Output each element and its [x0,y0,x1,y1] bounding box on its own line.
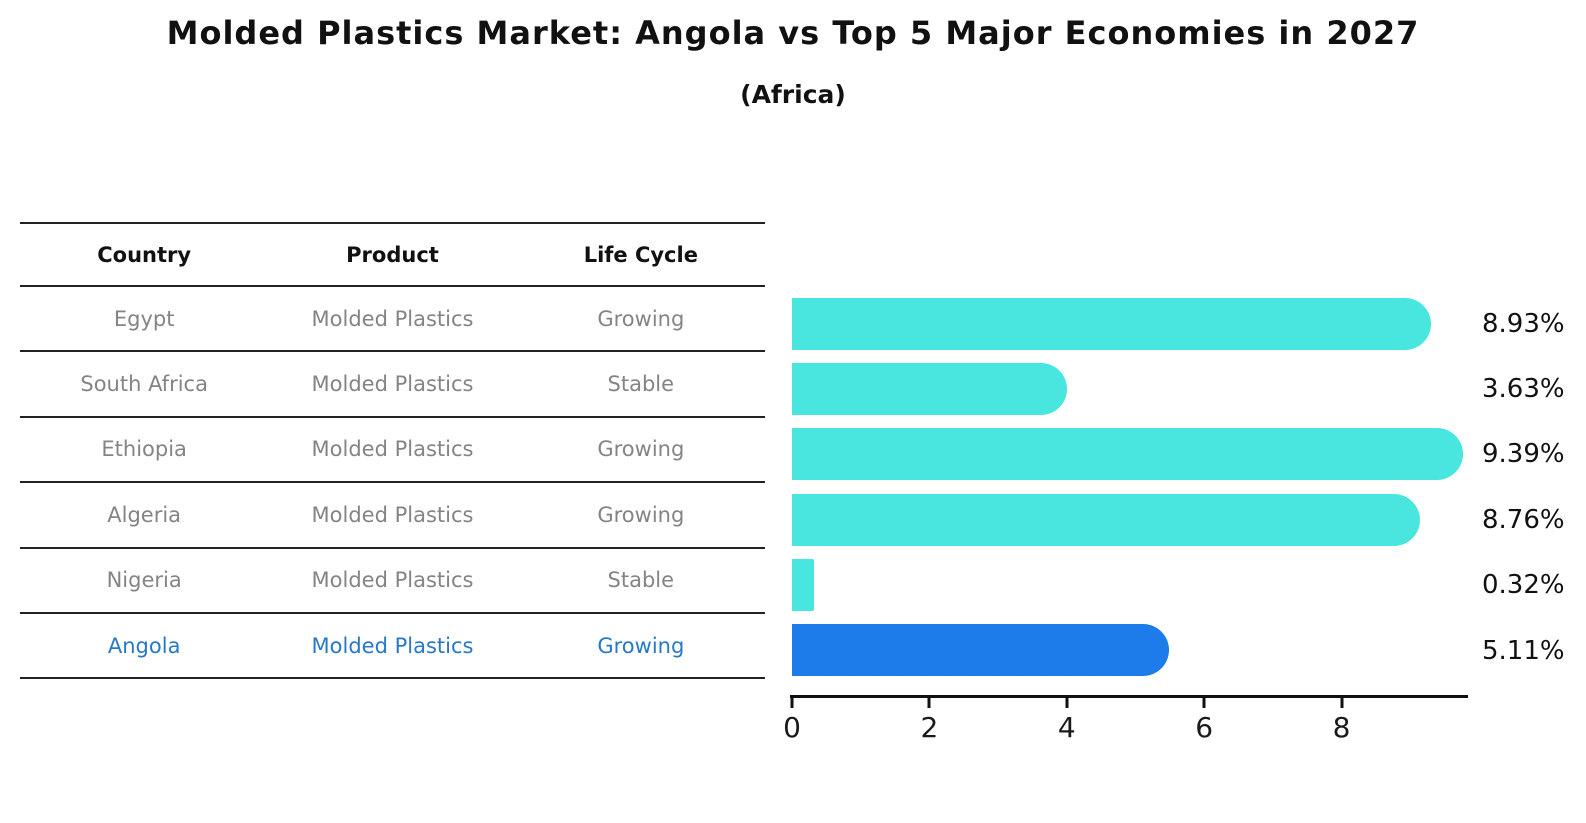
bar-value-label: 5.11% [1482,635,1565,666]
bar-row: 0.32% [792,553,1565,618]
table-cell: Molded Plastics [311,372,474,397]
axis-tick-label: 6 [1195,711,1214,744]
axis-tick [1202,698,1206,708]
table-row: Nigeria Molded Plastics Stable [20,549,765,614]
bar-value-label: 3.63% [1482,374,1565,405]
table-row: South Africa Molded Plastics Stable [20,352,765,418]
page-subtitle: (Africa) [740,80,846,109]
axis-tick [1065,698,1069,708]
table-cell: Molded Plastics [311,568,474,593]
table-cell: South Africa [80,372,208,397]
bar-value-label: 8.76% [1482,504,1565,535]
bar-angola [792,624,1170,677]
table-row: Algeria Molded Plastics Growing [20,483,765,549]
comparison-table: Country Product Life Cycle Egypt Molded Pla… [20,222,765,680]
table-header-cell: Country [97,242,192,267]
table-cell: Molded Plastics [311,502,474,527]
bar-value-label: 8.93% [1482,308,1565,339]
bar-value-label: 9.39% [1482,439,1565,470]
bar-row: 3.63% [792,356,1565,421]
table-cell: Molded Plastics [311,437,474,462]
bar-value-label: 0.32% [1482,570,1565,601]
page-title: Molded Plastics Market: Angola vs Top 5 … [166,14,1420,52]
bar-chart: 8.93% 3.63% 9.39% 8.76% 0.32% 5.11% [792,291,1565,683]
table-cell: Growing [597,306,685,331]
axis-tick-label: 2 [920,711,939,744]
bar-row: 8.76% [792,487,1565,552]
table-row: Egypt Molded Plastics Growing [20,287,765,353]
table-header-row: Country Product Life Cycle [20,224,765,287]
table-cell: Growing [597,502,685,527]
table-cell: Egypt [113,306,175,331]
table-header-cell: Life Cycle [583,242,698,267]
table-cell: Growing [597,437,685,462]
table-cell: Angola [107,633,181,658]
bar-algeria [792,493,1420,546]
table-row: Ethiopia Molded Plastics Growing [20,418,765,484]
table-cell: Stable [607,568,675,593]
axis-tick [1340,698,1344,708]
axis-tick [790,698,794,708]
table-cell: Nigeria [106,568,182,593]
bar-south-africa [792,362,1068,415]
table-cell: Molded Plastics [311,306,474,331]
table-cell: Algeria [107,502,182,527]
table-cell: Growing [597,633,685,658]
table-cell: Molded Plastics [311,633,474,658]
axis-tick [927,698,931,708]
bar-ethiopia [792,428,1464,481]
bar-egypt [792,297,1432,350]
table-row: Angola Molded Plastics Growing [20,614,765,680]
bar-nigeria [792,559,814,612]
bar-row: 9.39% [792,422,1565,487]
axis-tick-label: 0 [783,711,801,744]
table-cell: Ethiopia [101,437,187,462]
table-header-cell: Product [346,242,439,267]
axis-tick-label: 4 [1057,711,1076,744]
bar-row: 8.93% [792,291,1565,356]
bar-row: 5.11% [792,618,1565,683]
axis-tick-label: 8 [1332,711,1351,744]
x-axis: 0 2 4 6 8 [783,695,1468,746]
table-cell: Stable [607,372,675,397]
